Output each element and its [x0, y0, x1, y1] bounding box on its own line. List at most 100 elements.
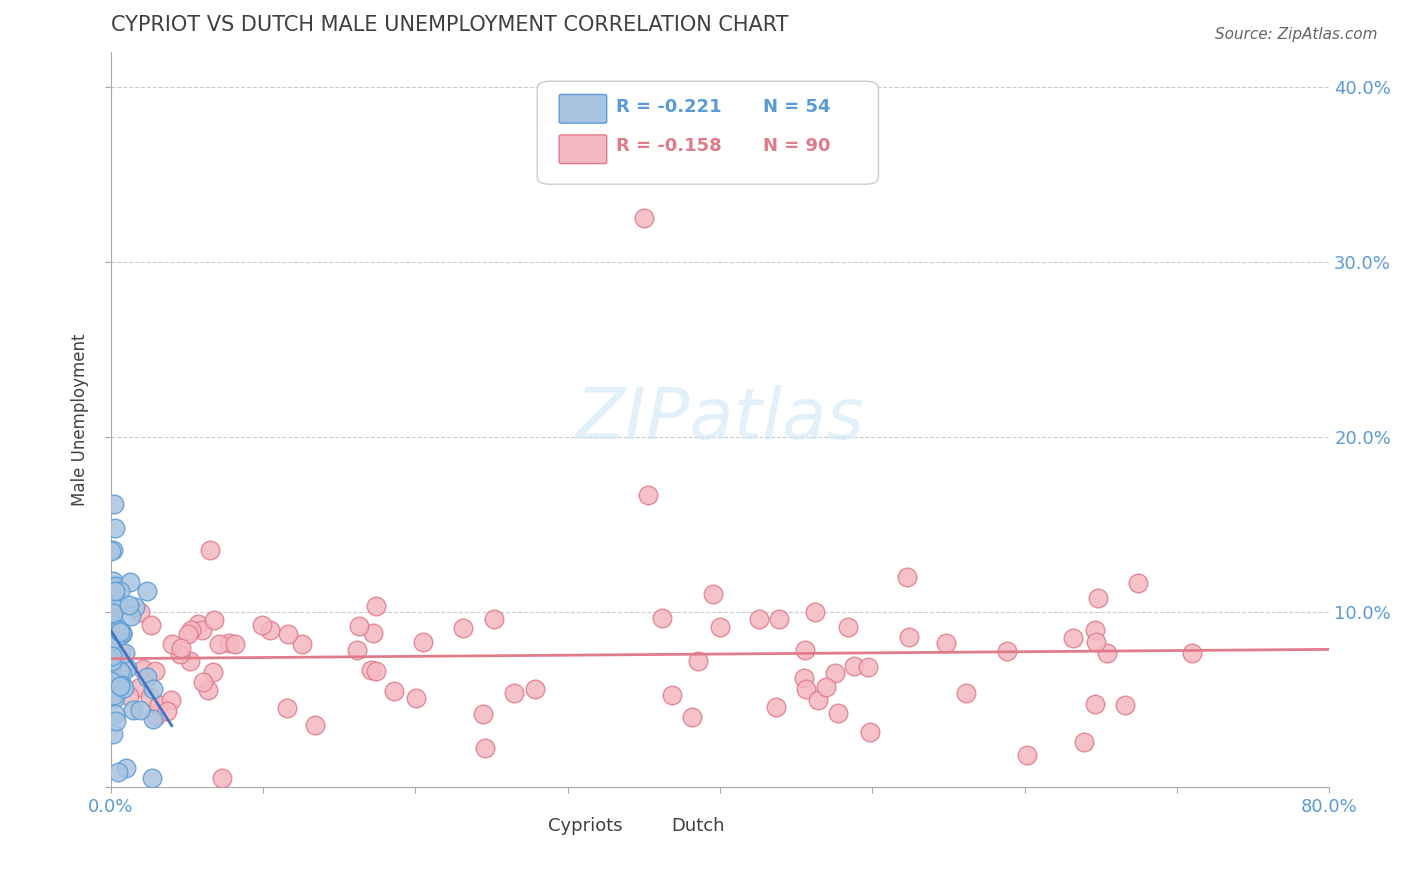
- FancyBboxPatch shape: [560, 95, 607, 123]
- Point: [108, 665, 131, 679]
- Text: N = 90: N = 90: [762, 137, 830, 155]
- Point: [842, 659, 865, 673]
- Point: [202, 613, 225, 627]
- Point: [661, 688, 683, 702]
- Point: [364, 664, 387, 678]
- Point: [1114, 698, 1136, 713]
- Point: [412, 634, 434, 648]
- Point: [104, 579, 127, 593]
- Point: [363, 626, 385, 640]
- Text: Dutch: Dutch: [671, 817, 724, 835]
- Point: [191, 675, 214, 690]
- Point: [382, 684, 405, 698]
- Point: [218, 635, 240, 649]
- Point: [503, 686, 526, 700]
- Point: [898, 630, 921, 644]
- Point: [148, 698, 170, 712]
- Point: [132, 662, 155, 676]
- Point: [100, 544, 122, 558]
- Point: [1087, 591, 1109, 606]
- Point: [156, 704, 179, 718]
- Point: [101, 649, 124, 664]
- Point: [276, 701, 298, 715]
- Point: [118, 690, 141, 704]
- Point: [129, 703, 152, 717]
- Point: [633, 211, 655, 226]
- Point: [100, 674, 122, 689]
- Point: [101, 648, 124, 662]
- Point: [896, 570, 918, 584]
- Point: [1015, 748, 1038, 763]
- Point: [935, 636, 957, 650]
- Point: [681, 710, 703, 724]
- Point: [224, 637, 246, 651]
- Point: [688, 654, 710, 668]
- Point: [107, 764, 129, 779]
- Point: [145, 664, 167, 678]
- Point: [1062, 631, 1084, 645]
- Point: [103, 574, 125, 588]
- Point: [179, 654, 201, 668]
- Point: [471, 706, 494, 721]
- Point: [794, 643, 817, 657]
- Point: [197, 683, 219, 698]
- Point: [110, 644, 132, 658]
- Point: [105, 653, 128, 667]
- Point: [259, 624, 281, 638]
- Y-axis label: Male Unemployment: Male Unemployment: [72, 334, 89, 506]
- Point: [837, 620, 859, 634]
- Point: [1181, 646, 1204, 660]
- Point: [103, 606, 125, 620]
- Point: [111, 678, 134, 692]
- Point: [145, 709, 167, 723]
- Point: [111, 679, 134, 693]
- Point: [451, 621, 474, 635]
- Point: [142, 712, 165, 726]
- Point: [107, 593, 129, 607]
- Point: [121, 703, 143, 717]
- Point: [955, 686, 977, 700]
- Point: [405, 691, 427, 706]
- Point: [201, 665, 224, 680]
- Point: [114, 761, 136, 775]
- Point: [111, 666, 134, 681]
- Point: [748, 612, 770, 626]
- Point: [141, 618, 163, 632]
- Point: [104, 521, 127, 535]
- Point: [108, 623, 131, 637]
- Point: [103, 580, 125, 594]
- Point: [347, 618, 370, 632]
- Point: [360, 663, 382, 677]
- Point: [118, 598, 141, 612]
- Point: [136, 670, 159, 684]
- Point: [814, 681, 837, 695]
- Point: [1084, 624, 1107, 638]
- Point: [1085, 634, 1108, 648]
- Point: [104, 634, 127, 648]
- Point: [208, 637, 231, 651]
- Point: [101, 727, 124, 741]
- Point: [101, 542, 124, 557]
- Point: [523, 681, 546, 696]
- Point: [105, 596, 128, 610]
- Point: [112, 681, 135, 696]
- Point: [346, 642, 368, 657]
- Point: [824, 666, 846, 681]
- Point: [103, 688, 125, 702]
- Point: [170, 641, 193, 656]
- Point: [115, 661, 138, 675]
- Point: [100, 615, 122, 629]
- Point: [110, 679, 132, 693]
- Text: Source: ZipAtlas.com: Source: ZipAtlas.com: [1215, 27, 1378, 42]
- Point: [108, 625, 131, 640]
- Point: [101, 681, 124, 695]
- Point: [474, 740, 496, 755]
- Point: [768, 612, 790, 626]
- Point: [198, 543, 221, 558]
- Text: N = 54: N = 54: [762, 98, 830, 116]
- Point: [159, 693, 181, 707]
- Text: CYPRIOT VS DUTCH MALE UNEMPLOYMENT CORRELATION CHART: CYPRIOT VS DUTCH MALE UNEMPLOYMENT CORRE…: [111, 15, 789, 35]
- Point: [793, 671, 815, 685]
- Point: [104, 706, 127, 721]
- Point: [304, 718, 326, 732]
